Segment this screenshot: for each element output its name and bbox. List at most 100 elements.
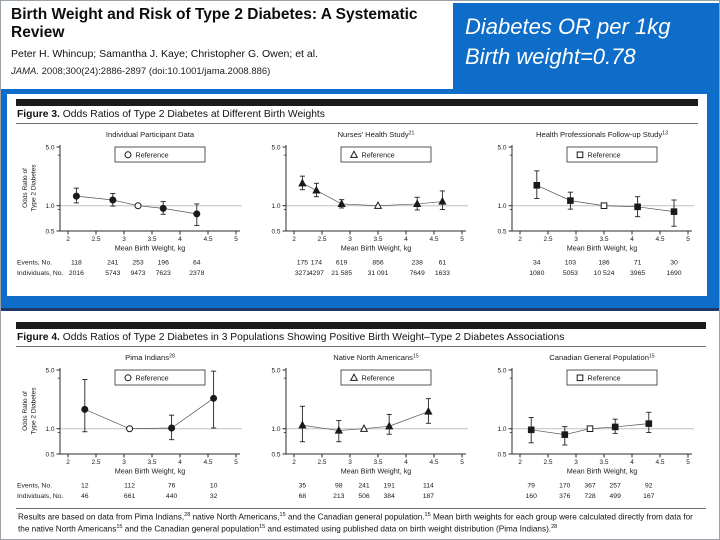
svg-text:238: 238: [412, 260, 424, 267]
legend-reference-marker: [349, 373, 359, 381]
svg-text:2.5: 2.5: [543, 459, 552, 466]
figure-3-label: Figure 3.: [17, 109, 60, 120]
svg-text:367: 367: [584, 483, 596, 490]
svg-text:2.5: 2.5: [91, 236, 100, 243]
svg-text:Canadian General Population15: Canadian General Population15: [549, 353, 655, 362]
svg-text:4297: 4297: [309, 270, 324, 277]
svg-text:3271: 3271: [295, 270, 310, 277]
data-point: [385, 421, 394, 430]
y-axis-label: Odds Ratio of: [22, 168, 29, 208]
data-point: [334, 425, 343, 434]
svg-text:0.5: 0.5: [497, 451, 506, 458]
svg-text:7623: 7623: [156, 270, 171, 277]
svg-text:4.5: 4.5: [655, 236, 664, 243]
svg-text:Mean Birth Weight, kg: Mean Birth Weight, kg: [115, 467, 186, 476]
svg-text:5.0: 5.0: [271, 144, 280, 151]
svg-text:10: 10: [210, 483, 218, 490]
legend-reference-marker: [349, 150, 359, 158]
data-point: [424, 406, 433, 415]
svg-text:2: 2: [66, 236, 70, 243]
svg-text:21 585: 21 585: [331, 270, 352, 277]
figure-3-caption-text: Odds Ratios of Type 2 Diabetes at Differ…: [62, 109, 325, 120]
svg-text:79: 79: [527, 483, 535, 490]
svg-text:Mean Birth Weight, kg: Mean Birth Weight, kg: [567, 467, 638, 476]
svg-text:Reference: Reference: [588, 151, 621, 160]
svg-text:3: 3: [348, 236, 352, 243]
forest-panel-fig3-3: Health Professionals Follow-up Study13 2 2…: [497, 130, 694, 277]
svg-text:112: 112: [124, 483, 135, 490]
figure-3-header-bar: [16, 99, 698, 106]
figure-4-caption: Figure 4. Odds Ratios of Type 2 Diabetes…: [16, 329, 706, 347]
data-point: [159, 204, 167, 212]
svg-text:31 091: 31 091: [368, 270, 389, 277]
svg-text:175: 175: [297, 260, 309, 267]
figure-4-footnote: Results are based on data from Pima Indi…: [16, 508, 706, 539]
data-point: [298, 178, 307, 187]
svg-text:3: 3: [122, 459, 126, 466]
figure-3-caption: Figure 3. Odds Ratios of Type 2 Diabetes…: [16, 106, 698, 124]
svg-text:1.0: 1.0: [497, 426, 506, 433]
svg-text:12: 12: [81, 483, 89, 490]
svg-text:2.5: 2.5: [317, 236, 326, 243]
svg-text:0.5: 0.5: [45, 228, 54, 235]
svg-text:3.5: 3.5: [147, 459, 156, 466]
svg-text:2: 2: [292, 236, 296, 243]
individuals-row-label: Individuals, No.: [17, 493, 64, 500]
svg-text:61: 61: [439, 260, 447, 267]
svg-text:174: 174: [311, 260, 323, 267]
svg-text:1.0: 1.0: [271, 203, 280, 210]
svg-text:4: 4: [630, 236, 634, 243]
data-point: [72, 192, 80, 200]
data-point: [561, 431, 569, 438]
svg-text:Mean Birth Weight, kg: Mean Birth Weight, kg: [341, 244, 412, 253]
svg-text:3.5: 3.5: [373, 459, 382, 466]
svg-text:2: 2: [518, 459, 522, 466]
svg-text:4.5: 4.5: [203, 236, 212, 243]
svg-text:2016: 2016: [69, 270, 84, 277]
svg-text:0.5: 0.5: [497, 228, 506, 235]
legend-reference-marker: [576, 151, 584, 159]
svg-text:Mean Birth Weight, kg: Mean Birth Weight, kg: [567, 244, 638, 253]
reference-point: [600, 202, 608, 210]
forest-panel-fig4-2: Native North Americans15 2 2.5 3 3.5 4 4.5 5 5.0…: [271, 353, 468, 500]
svg-text:10 524: 10 524: [594, 270, 615, 277]
figure-3-card: Figure 3. Odds Ratios of Type 2 Diabetes…: [7, 94, 707, 296]
forest-panel-fig3-1: Individual Participant Data 2 2.5 3 3.5 4 4.5 5…: [17, 130, 242, 277]
data-point: [298, 420, 307, 429]
forest-panel-fig3-2: Nurses' Health Study21 2 2.5 3 3.5 4 4.5 5 5.0 1.…: [271, 130, 468, 277]
svg-text:98: 98: [335, 483, 343, 490]
events-row-label: Events, No.: [17, 483, 52, 490]
journal-name: JAMA.: [11, 66, 39, 77]
data-point: [337, 199, 346, 208]
svg-text:5743: 5743: [105, 270, 120, 277]
svg-text:3: 3: [574, 459, 578, 466]
events-row-label: Events, No.: [17, 260, 52, 267]
svg-text:506: 506: [358, 493, 370, 500]
svg-text:Reference: Reference: [136, 151, 169, 160]
svg-text:5: 5: [234, 236, 238, 243]
svg-text:1.0: 1.0: [271, 426, 280, 433]
svg-text:34: 34: [533, 260, 541, 267]
trend-line: [302, 182, 443, 207]
y-axis-label: Type 2 Diabetes: [31, 164, 38, 212]
svg-text:118: 118: [71, 260, 82, 267]
svg-text:2378: 2378: [189, 270, 204, 277]
data-point: [81, 405, 89, 413]
paper-title: Birth Weight and Risk of Type 2 Diabetes…: [11, 6, 418, 41]
svg-text:1633: 1633: [435, 270, 450, 277]
svg-text:3: 3: [574, 236, 578, 243]
callout-line-1: Diabetes OR per 1kg: [465, 14, 671, 39]
svg-text:0.5: 0.5: [271, 228, 280, 235]
svg-text:68: 68: [299, 493, 307, 500]
svg-text:384: 384: [384, 493, 396, 500]
reference-point: [126, 425, 134, 433]
svg-text:4.5: 4.5: [655, 459, 664, 466]
svg-text:376: 376: [559, 493, 571, 500]
svg-text:46: 46: [81, 493, 89, 500]
reference-point: [373, 201, 383, 209]
svg-text:92: 92: [645, 483, 653, 490]
data-point: [567, 197, 574, 204]
svg-text:728: 728: [584, 493, 596, 500]
data-point: [312, 185, 321, 194]
